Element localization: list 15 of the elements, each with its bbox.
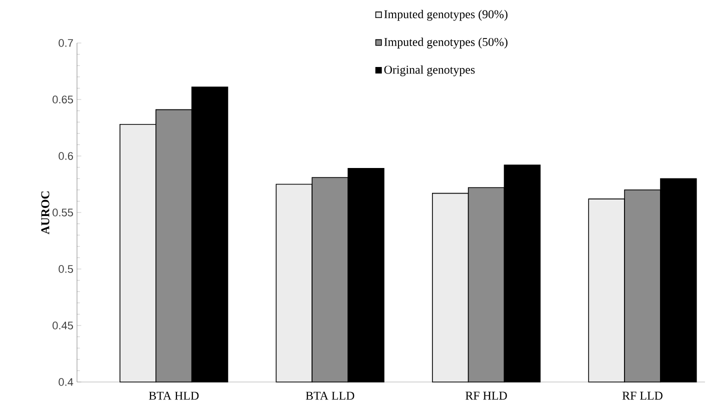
- x-tick-label: BTA LLD: [306, 392, 354, 400]
- y-tick-label: 0.55: [52, 208, 74, 216]
- y-tick-label: 0.4: [58, 378, 74, 386]
- y-tick-label: 0.7: [58, 39, 73, 47]
- y-tick-label: 0.45: [52, 322, 74, 330]
- legend-label: Imputed genotypes (50%): [384, 38, 508, 48]
- legend-label: Original genotypes: [384, 65, 475, 76]
- y-tick-label: 0.5: [58, 265, 74, 273]
- x-tick-label: BTA HLD: [148, 392, 199, 400]
- y-axis-title: AUROC: [41, 192, 50, 234]
- y-tick-label: 0.65: [52, 96, 74, 104]
- x-tick-label: RF LLD: [622, 392, 662, 400]
- y-tick-label: 0.6: [58, 152, 73, 160]
- x-tick-label: RF HLD: [466, 392, 507, 400]
- legend-label: Imputed genotypes (90%): [384, 10, 508, 21]
